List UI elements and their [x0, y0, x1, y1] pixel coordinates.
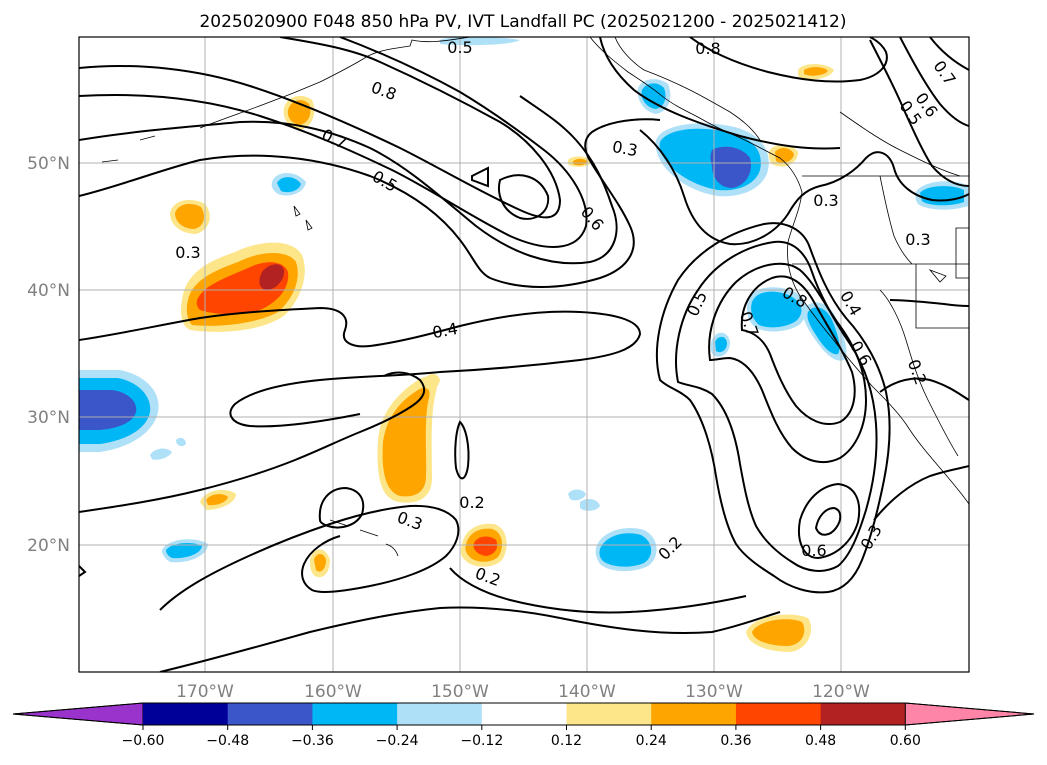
colorbar-tick-label: −0.36	[291, 733, 334, 749]
y-tick-label: 40°N	[27, 281, 70, 301]
colorbar-segment	[820, 703, 906, 725]
contour-label: 0.5	[447, 38, 472, 57]
colorbar: −0.60 −0.48 −0.36 −0.24 −0.12 0.12 0.24 0.36 0.4…	[12, 702, 1035, 749]
subtropical-positive-band	[377, 376, 438, 503]
x-tick-label: 120°W	[812, 682, 870, 702]
colorbar-tick-label: −0.48	[206, 733, 249, 749]
colorbar-extend-high	[904, 702, 1035, 726]
baja-positive-blob	[746, 614, 812, 652]
x-tick-label: 170°W	[176, 682, 234, 702]
x-tick-label: 160°W	[304, 682, 362, 702]
contour-label: 0.3	[611, 137, 639, 160]
contour-label: 0.3	[813, 191, 838, 210]
colorbar-segment	[312, 703, 398, 725]
colorbar-tick-label: −0.12	[460, 733, 503, 749]
bc-negative-blob	[637, 79, 769, 197]
y-axis-ticks: 50°N 40°N 30°N 20°N	[27, 154, 70, 556]
colorbar-tick-label: 0.24	[636, 733, 667, 749]
ca-negative-blob	[710, 287, 847, 361]
grid-lines	[79, 37, 969, 672]
small-positive-blobs	[200, 64, 834, 578]
contours	[79, 37, 969, 672]
midlat-positive-blob	[170, 199, 210, 234]
contour-label: 0.4	[431, 319, 459, 342]
colorbar-tick-label: −0.60	[122, 733, 165, 749]
colorbar-segment	[566, 703, 652, 725]
x-tick-label: 130°W	[685, 682, 743, 702]
contour-label: 0.8	[695, 39, 720, 58]
colorbar-tick-label: 0.48	[805, 733, 836, 749]
contour-label: 0.6	[801, 541, 826, 560]
colorbar-segment	[481, 703, 567, 725]
x-tick-label: 140°W	[558, 682, 616, 702]
y-tick-label: 50°N	[27, 154, 70, 174]
colorbar-segment	[397, 703, 483, 725]
colorbar-extend-low	[12, 702, 144, 726]
colorbar-segment	[651, 703, 737, 725]
chart-title: 2025020900 F048 850 hPa PV, IVT Landfall…	[199, 12, 846, 32]
colorbar-tick-label: 0.12	[551, 733, 582, 749]
y-tick-label: 20°N	[27, 536, 70, 556]
colorbar-tick-label: 0.60	[890, 733, 921, 749]
plot-frame	[78, 36, 970, 673]
sub-hawaii-negative-blob	[595, 528, 657, 572]
west-negative-blob	[79, 370, 159, 452]
colorbar-segment	[143, 703, 229, 725]
contour-label: 0.2	[459, 493, 484, 512]
small-negative-blobs	[150, 37, 968, 563]
contour-label: 0.3	[905, 230, 930, 249]
pacific-positive-blob	[180, 242, 305, 332]
x-axis-ticks: 170°W 160°W 150°W 140°W 130°W 120°W	[176, 682, 870, 702]
colorbar-tick-label: 0.36	[720, 733, 751, 749]
colorbar-tick-label: −0.24	[376, 733, 419, 749]
y-tick-label: 30°N	[27, 408, 70, 428]
colorbar-segment	[227, 703, 313, 725]
colorbar-segment	[735, 703, 822, 725]
x-tick-label: 150°W	[431, 682, 489, 702]
contour-label: 0.3	[175, 243, 200, 262]
